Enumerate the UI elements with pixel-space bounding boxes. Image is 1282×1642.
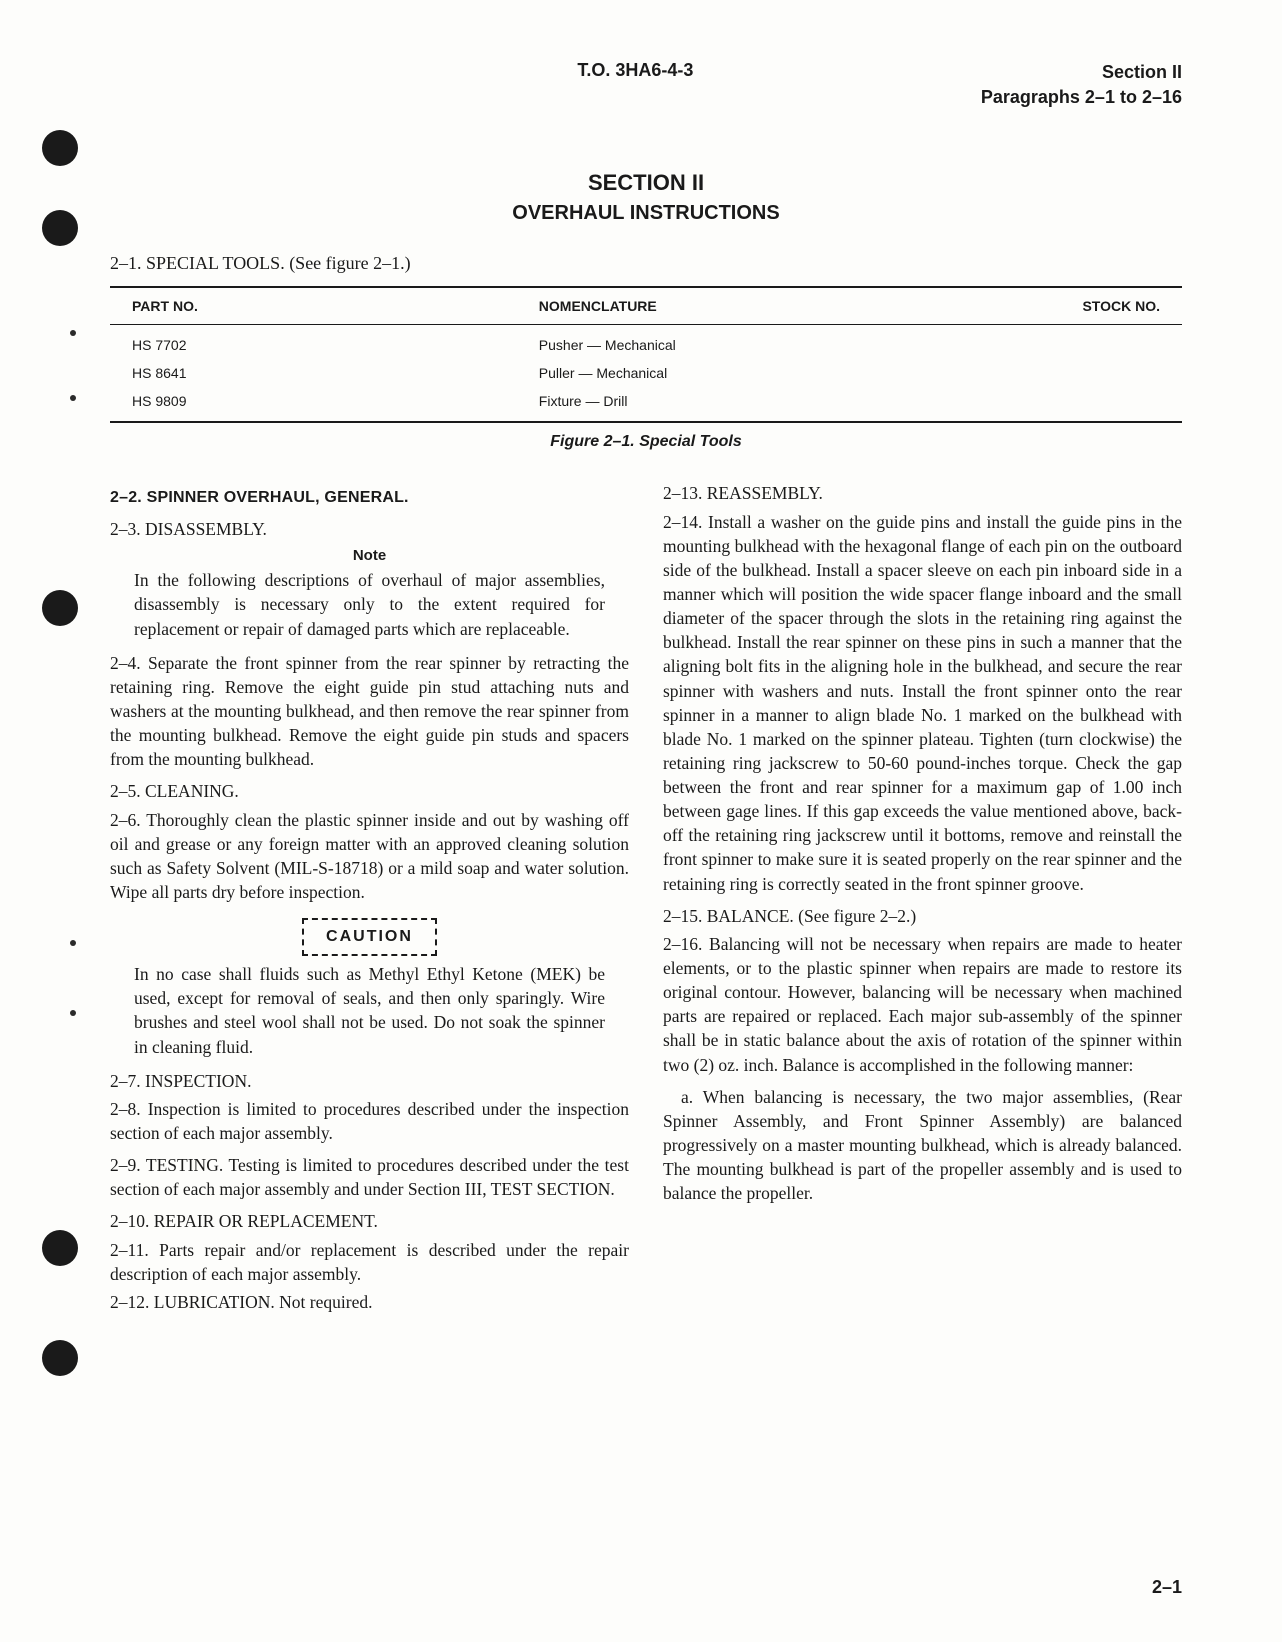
- heading-2-7: 2–7. INSPECTION.: [110, 1069, 629, 1093]
- table-row: HS 8641 Puller — Mechanical: [110, 359, 1182, 387]
- table-header-row: PART NO. NOMENCLATURE STOCK NO.: [110, 287, 1182, 325]
- note-label: Note: [110, 546, 629, 567]
- special-tools-table: PART NO. NOMENCLATURE STOCK NO. HS 7702 …: [110, 286, 1182, 423]
- paragraph-range: Paragraphs 2–1 to 2–16: [981, 85, 1182, 110]
- section-label: Section II: [981, 60, 1182, 85]
- cell-part-no: HS 7702: [110, 325, 539, 360]
- para-2-12: 2–12. LUBRICATION. Not required.: [110, 1290, 629, 1314]
- special-tools-heading: 2–1. SPECIAL TOOLS. (See figure 2–1.): [110, 253, 1182, 274]
- col-nomenclature: NOMENCLATURE: [539, 287, 968, 325]
- to-number: T.O. 3HA6-4-3: [110, 60, 981, 110]
- scan-speck: [70, 330, 76, 336]
- note-body: In the following descriptions of overhau…: [134, 568, 605, 640]
- punch-hole: [42, 1230, 78, 1266]
- col-part-no: PART NO.: [110, 287, 539, 325]
- caution-box: CAUTION: [110, 918, 629, 956]
- caution-body: In no case shall fluids such as Methyl E…: [134, 962, 605, 1059]
- heading-2-10: 2–10. REPAIR OR REPLACEMENT.: [110, 1209, 629, 1233]
- left-column: 2–2. SPINNER OVERHAUL, GENERAL. 2–3. DIS…: [110, 477, 629, 1318]
- cell-nomenclature: Pusher — Mechanical: [539, 325, 968, 360]
- cell-stock-no: [968, 359, 1182, 387]
- heading-2-2: 2–2. SPINNER OVERHAUL, GENERAL.: [110, 487, 629, 509]
- scan-speck: [70, 1010, 76, 1016]
- figure-caption: Figure 2–1. Special Tools: [110, 433, 1182, 451]
- scan-speck: [70, 395, 76, 401]
- para-2-6: 2–6. Thoroughly clean the plastic spinne…: [110, 808, 629, 905]
- section-subtitle: OVERHAUL INSTRUCTIONS: [110, 202, 1182, 225]
- para-2-4: 2–4. Separate the front spinner from the…: [110, 651, 629, 772]
- para-2-9: 2–9. TESTING. Testing is limited to proc…: [110, 1153, 629, 1201]
- scan-speck: [70, 940, 76, 946]
- col-stock-no: STOCK NO.: [968, 287, 1182, 325]
- para-2-8: 2–8. Inspection is limited to procedures…: [110, 1097, 629, 1145]
- para-2-16a: a. When balancing is necessary, the two …: [663, 1085, 1182, 1206]
- heading-2-5: 2–5. CLEANING.: [110, 779, 629, 803]
- punch-hole: [42, 1340, 78, 1376]
- page-header: T.O. 3HA6-4-3 Section II Paragraphs 2–1 …: [110, 60, 1182, 110]
- heading-2-13: 2–13. REASSEMBLY.: [663, 481, 1182, 505]
- body-columns: 2–2. SPINNER OVERHAUL, GENERAL. 2–3. DIS…: [110, 477, 1182, 1318]
- para-2-16: 2–16. Balancing will not be necessary wh…: [663, 932, 1182, 1077]
- cell-stock-no: [968, 325, 1182, 360]
- para-2-11: 2–11. Parts repair and/or replacement is…: [110, 1238, 629, 1286]
- cell-stock-no: [968, 387, 1182, 422]
- punch-hole: [42, 210, 78, 246]
- header-right: Section II Paragraphs 2–1 to 2–16: [981, 60, 1182, 110]
- cell-nomenclature: Fixture — Drill: [539, 387, 968, 422]
- heading-2-3: 2–3. DISASSEMBLY.: [110, 517, 629, 541]
- heading-2-15: 2–15. BALANCE. (See figure 2–2.): [663, 904, 1182, 928]
- punch-hole: [42, 590, 78, 626]
- cell-part-no: HS 8641: [110, 359, 539, 387]
- table-row: HS 7702 Pusher — Mechanical: [110, 325, 1182, 360]
- table-row: HS 9809 Fixture — Drill: [110, 387, 1182, 422]
- page-number: 2–1: [1152, 1577, 1182, 1598]
- punch-hole: [42, 130, 78, 166]
- caution-label: CAUTION: [302, 918, 437, 956]
- cell-part-no: HS 9809: [110, 387, 539, 422]
- cell-nomenclature: Puller — Mechanical: [539, 359, 968, 387]
- section-title: SECTION II: [110, 170, 1182, 196]
- right-column: 2–13. REASSEMBLY. 2–14. Install a washer…: [663, 477, 1182, 1318]
- page: T.O. 3HA6-4-3 Section II Paragraphs 2–1 …: [0, 0, 1282, 1642]
- para-2-14: 2–14. Install a washer on the guide pins…: [663, 510, 1182, 896]
